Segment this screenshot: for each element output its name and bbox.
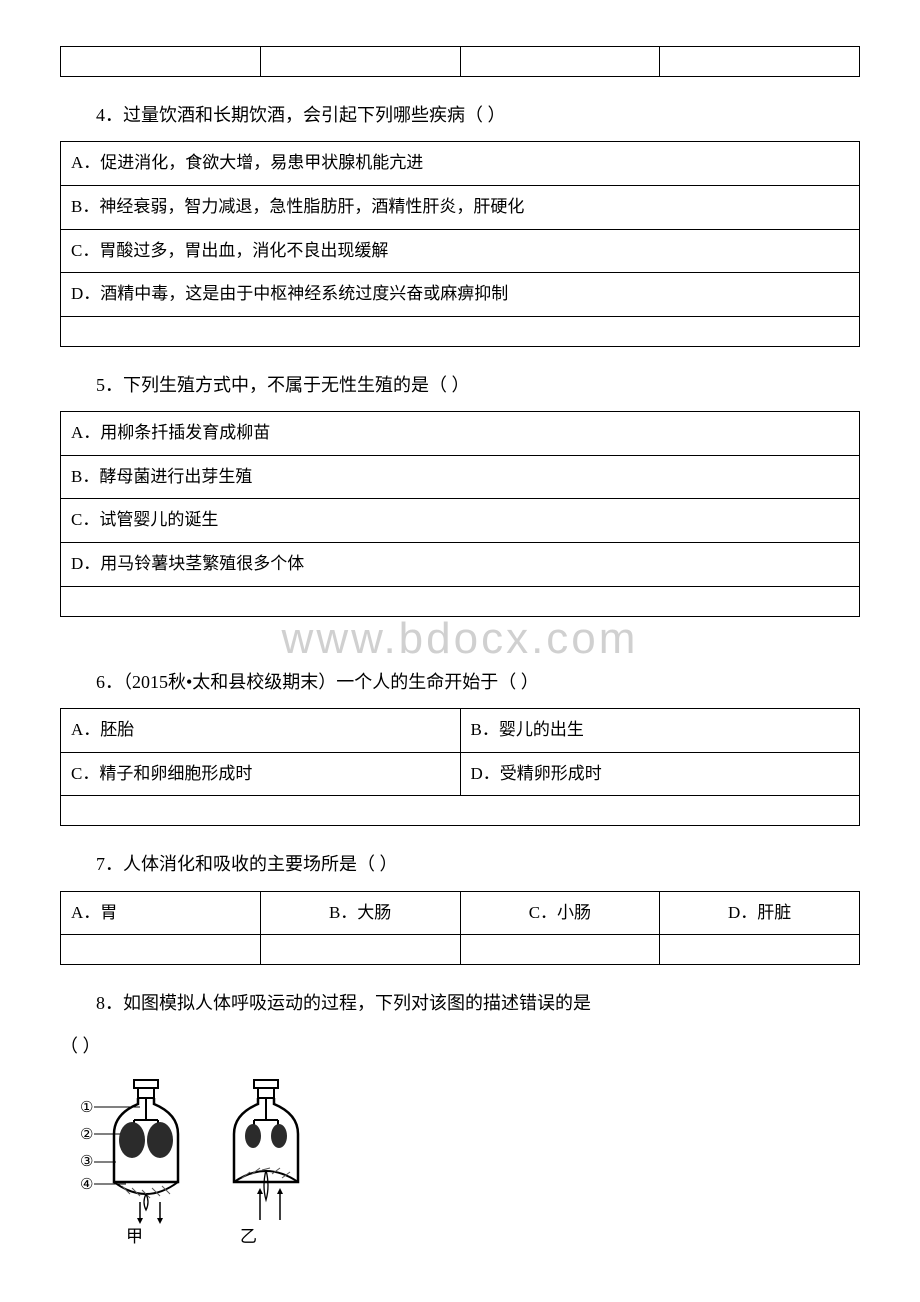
label-3-icon: ③: [80, 1154, 93, 1170]
q8-text-line1: 8．如图模拟人体呼吸运动的过程，下列对该图的描述错误的是: [60, 987, 860, 1019]
question-8: 8．如图模拟人体呼吸运动的过程，下列对该图的描述错误的是 （ ） ① ② ③ ④: [60, 987, 860, 1254]
q5-option-c: C．试管婴儿的诞生: [61, 499, 860, 543]
q7-options-table: A．胃 B．大肠 C．小肠 D．肝脏: [60, 891, 860, 966]
prev-question-empty-table: [60, 46, 860, 77]
label-jia: 甲: [126, 1227, 143, 1246]
q6-text: 6．（2015秋•太和县校级期末）一个人的生命开始于（ ）: [60, 666, 860, 698]
q7-option-c: C．小肠: [460, 891, 660, 935]
bottle-yi: 乙: [234, 1080, 298, 1246]
q7-option-a: A．胃: [61, 891, 261, 935]
q8-diagram: ① ② ③ ④: [60, 1074, 860, 1254]
empty-cell: [61, 47, 261, 77]
q5-option-a: A．用柳条扦插发育成柳苗: [61, 412, 860, 456]
q7-text: 7．人体消化和吸收的主要场所是（ ）: [60, 848, 860, 880]
empty-cell: [660, 935, 860, 965]
label-4-icon: ④: [80, 1177, 93, 1193]
q5-options-table: A．用柳条扦插发育成柳苗 B．酵母菌进行出芽生殖 C．试管婴儿的诞生 D．用马铃…: [60, 411, 860, 616]
question-5: 5．下列生殖方式中，不属于无性生殖的是（ ） A．用柳条扦插发育成柳苗 B．酵母…: [60, 369, 860, 617]
question-7: 7．人体消化和吸收的主要场所是（ ） A．胃 B．大肠 C．小肠 D．肝脏: [60, 848, 860, 965]
label-2-icon: ②: [80, 1127, 93, 1143]
q6-options-table: A．胚胎 B．婴儿的出生 C．精子和卵细胞形成时 D．受精卵形成时: [60, 708, 860, 826]
q6-option-c: C．精子和卵细胞形成时: [61, 752, 461, 796]
q6-option-b: B．婴儿的出生: [460, 709, 860, 753]
q4-option-c: C．胃酸过多，胃出血，消化不良出现缓解: [61, 229, 860, 273]
q8-text-line2: （ ）: [60, 1030, 860, 1062]
empty-cell: [260, 47, 460, 77]
empty-cell: [61, 586, 860, 616]
q6-option-a: A．胚胎: [61, 709, 461, 753]
empty-cell: [260, 935, 460, 965]
label-1-icon: ①: [80, 1100, 93, 1116]
breathing-model-svg: ① ② ③ ④: [60, 1074, 360, 1254]
q7-option-b: B．大肠: [260, 891, 460, 935]
q4-option-d: D．酒精中毒，这是由于中枢神经系统过度兴奋或麻痹抑制: [61, 273, 860, 317]
empty-cell: [61, 935, 261, 965]
q4-options-table: A．促进消化，食欲大增，易患甲状腺机能亢进 B．神经衰弱，智力减退，急性脂肪肝，…: [60, 141, 860, 346]
label-yi: 乙: [240, 1227, 257, 1246]
bottle-jia: 甲: [114, 1080, 178, 1246]
empty-cell: [61, 796, 860, 826]
empty-cell: [460, 935, 660, 965]
q4-text: 4．过量饮酒和长期饮酒，会引起下列哪些疾病（ ）: [60, 99, 860, 131]
q7-option-d: D．肝脏: [660, 891, 860, 935]
empty-cell: [460, 47, 660, 77]
q5-option-d: D．用马铃薯块茎繁殖很多个体: [61, 542, 860, 586]
question-6: 6．（2015秋•太和县校级期末）一个人的生命开始于（ ） A．胚胎 B．婴儿的…: [60, 666, 860, 827]
q4-option-a: A．促进消化，食欲大增，易患甲状腺机能亢进: [61, 142, 860, 186]
q5-text: 5．下列生殖方式中，不属于无性生殖的是（ ）: [60, 369, 860, 401]
empty-cell: [660, 47, 860, 77]
q5-option-b: B．酵母菌进行出芽生殖: [61, 455, 860, 499]
question-4: 4．过量饮酒和长期饮酒，会引起下列哪些疾病（ ） A．促进消化，食欲大增，易患甲…: [60, 99, 860, 347]
empty-cell: [61, 316, 860, 346]
q4-option-b: B．神经衰弱，智力减退，急性脂肪肝，酒精性肝炎，肝硬化: [61, 185, 860, 229]
q6-option-d: D．受精卵形成时: [460, 752, 860, 796]
